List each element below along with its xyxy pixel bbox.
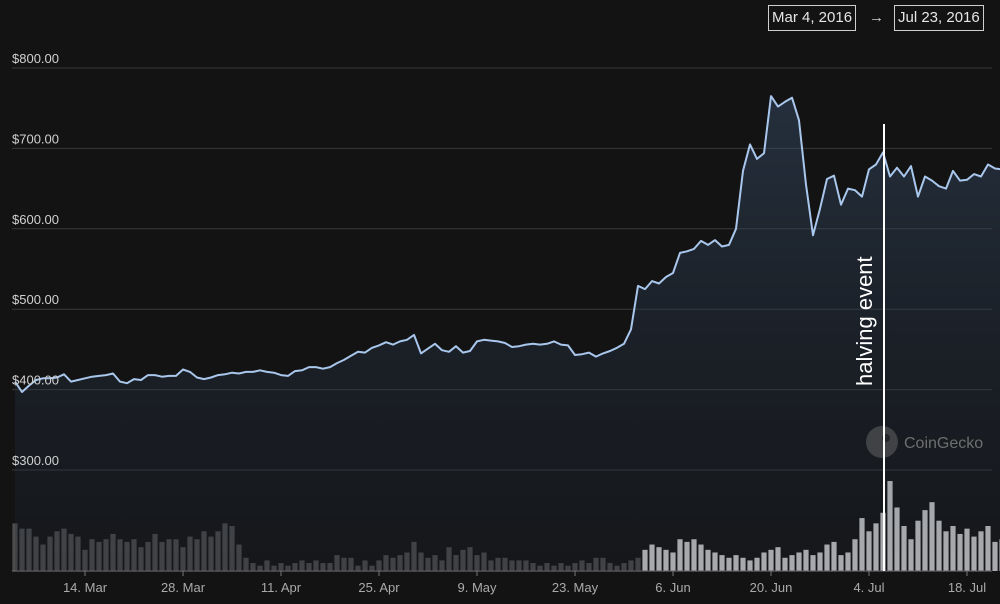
volume-bar: [12, 523, 18, 571]
y-tick-label: $500.00: [12, 292, 59, 307]
range-end-date[interactable]: Jul 23, 2016: [894, 5, 984, 31]
y-tick-label: $600.00: [12, 212, 59, 227]
coingecko-logo-icon: [866, 426, 898, 458]
watermark-text: CoinGecko: [904, 435, 983, 452]
y-tick-label: $400.00: [12, 373, 59, 388]
x-tick-label: 6. Jun: [655, 580, 690, 595]
x-tick-label: 14. Mar: [63, 580, 108, 595]
x-tick-label: 4. Jul: [853, 580, 884, 595]
range-start-date[interactable]: Mar 4, 2016: [768, 5, 857, 31]
y-tick-label: $300.00: [12, 453, 59, 468]
x-tick-label: 25. Apr: [358, 580, 400, 595]
x-tick-label: 18. Jul: [948, 580, 986, 595]
x-tick-label: 20. Jun: [750, 580, 793, 595]
x-tick-label: 9. May: [457, 580, 497, 595]
price-line: [14, 95, 1000, 393]
price-area: [15, 96, 1000, 571]
y-tick-label: $800.00: [12, 51, 59, 66]
range-arrow-icon: →: [869, 9, 884, 26]
y-tick-label: $700.00: [12, 131, 59, 146]
x-tick-label: 28. Mar: [161, 580, 206, 595]
halving-event-label: halving event: [852, 256, 877, 386]
x-tick-label: 23. May: [552, 580, 599, 595]
x-tick-label: 11. Apr: [261, 580, 302, 595]
